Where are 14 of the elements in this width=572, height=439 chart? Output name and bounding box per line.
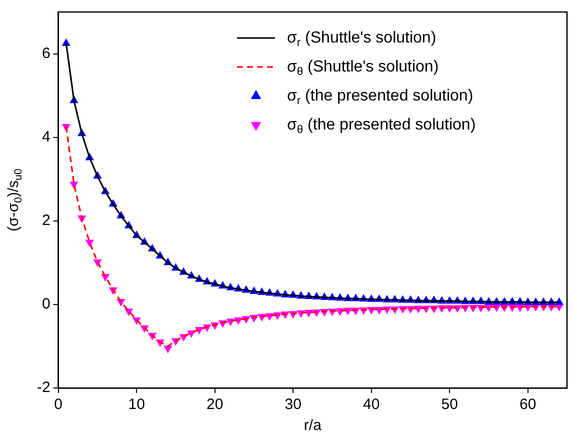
x-tick-label: 30	[284, 396, 302, 414]
x-tick-label: 20	[206, 396, 224, 414]
x-tick-label: 40	[363, 396, 380, 414]
y-tick-label: 4	[42, 128, 50, 146]
x-axis-title: r/a	[304, 417, 322, 434]
y-tick-label: 0	[42, 296, 50, 313]
y-tick-label: 2	[42, 212, 50, 230]
y-tick-label: -2	[36, 379, 50, 396]
x-tick-label: 50	[441, 396, 458, 414]
y-axis-title: (σ-σ0)/su0	[5, 168, 24, 232]
y-tick-label: 6	[42, 44, 50, 62]
x-tick-label: 60	[520, 396, 536, 414]
x-tick-label: 0	[54, 396, 63, 414]
x-tick-label: 10	[128, 396, 145, 414]
